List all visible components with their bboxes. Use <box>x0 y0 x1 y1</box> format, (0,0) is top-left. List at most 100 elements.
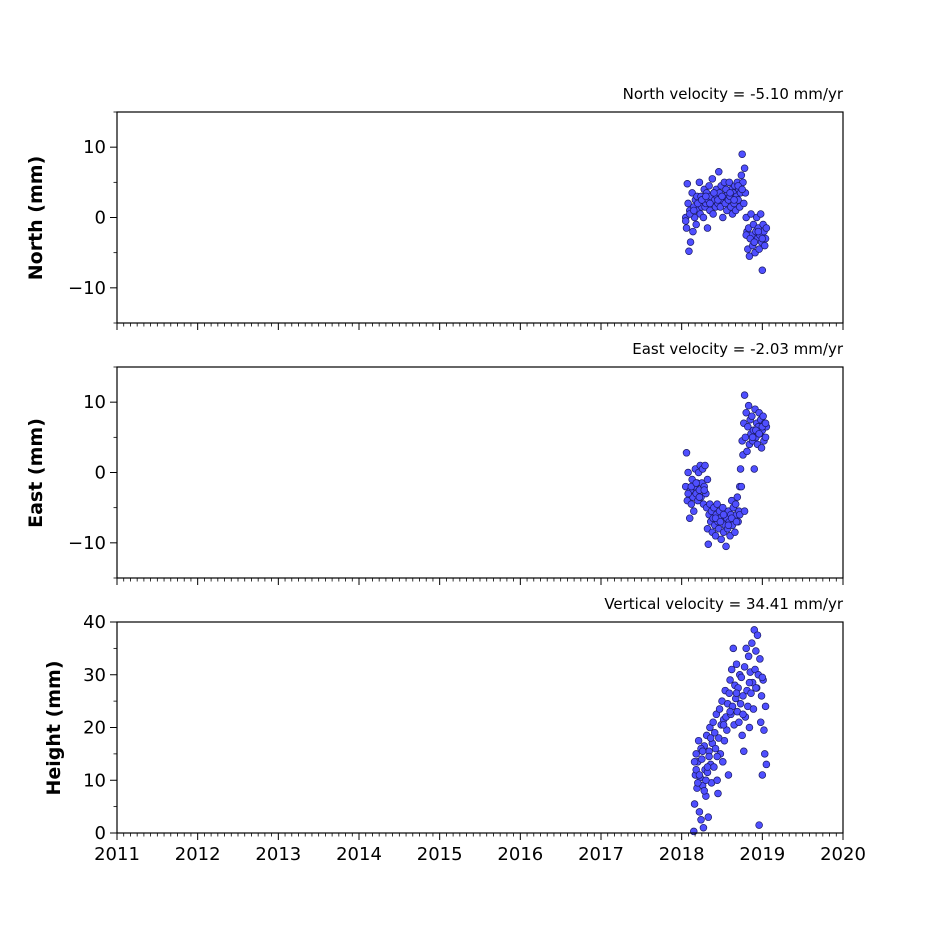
east-data-point <box>744 423 752 431</box>
height-data-point <box>747 689 755 697</box>
height-data-point <box>760 726 768 734</box>
height-data-point <box>695 808 704 816</box>
height-data-point <box>758 771 767 779</box>
height-data-point <box>719 721 728 729</box>
north-data-point <box>702 192 710 201</box>
height-data-point <box>737 673 746 682</box>
east-data-point <box>759 412 767 420</box>
east-data-point <box>731 528 739 537</box>
north-data-point <box>758 234 767 243</box>
north-data-point <box>756 210 765 218</box>
height-data-point <box>703 763 712 771</box>
east-data-point <box>755 430 763 438</box>
height-data-point <box>702 776 710 784</box>
east-data-point <box>722 542 730 551</box>
height-data-point <box>758 673 767 682</box>
height-y-axis-label: Height (mm) <box>43 660 65 795</box>
height-data-point <box>725 689 734 697</box>
height-data-point <box>710 729 719 737</box>
height-data-point <box>715 705 724 713</box>
north-data-point <box>750 238 759 246</box>
x-tick-label: 2013 <box>255 844 301 865</box>
east-data-point <box>737 482 746 491</box>
north-data-point <box>726 189 734 197</box>
east-panel: East velocity = -2.03 mm/yr East (mm) −1… <box>25 340 844 585</box>
north-y-tick-label: 0 <box>95 208 106 229</box>
height-y-tick-label: 40 <box>83 612 106 633</box>
height-data-point <box>726 676 734 684</box>
north-data-point <box>754 227 763 236</box>
north-data-point <box>762 224 771 232</box>
east-data-point <box>731 500 740 508</box>
east-data-point <box>748 433 757 442</box>
east-data-point <box>742 408 750 417</box>
east-data-point <box>741 433 750 442</box>
height-data-point <box>740 663 749 671</box>
north-data-point <box>705 182 713 190</box>
height-data-point <box>711 744 720 753</box>
height-y-tick-label: 0 <box>95 823 106 844</box>
height-data-point <box>694 736 703 745</box>
north-y-tick-label: 10 <box>83 137 106 158</box>
height-data-point <box>690 800 699 808</box>
north-data-point <box>690 206 698 215</box>
east-data-point <box>743 447 751 456</box>
height-y-tick-label: 20 <box>83 718 106 739</box>
height-data-point <box>694 779 702 787</box>
x-tick-label: 2019 <box>739 844 785 865</box>
north-data-point <box>715 168 723 176</box>
height-data-point <box>705 752 713 761</box>
east-data-point <box>704 540 713 548</box>
north-data-point <box>682 224 691 232</box>
north-data-point <box>685 247 693 256</box>
height-points <box>690 626 771 836</box>
east-data-point <box>719 510 728 519</box>
height-data-point <box>724 771 733 779</box>
east-data-point <box>717 535 725 544</box>
north-data-point <box>703 224 712 232</box>
east-data-point <box>740 391 749 399</box>
north-data-point <box>699 213 708 222</box>
north-axes-frame <box>116 111 844 324</box>
east-data-point <box>748 412 756 420</box>
east-data-point <box>744 401 753 410</box>
north-data-point <box>709 210 717 218</box>
height-data-point <box>720 736 729 745</box>
height-data-point <box>726 707 734 716</box>
height-data-point <box>753 631 762 639</box>
height-data-point <box>706 734 715 742</box>
height-data-point <box>714 789 722 798</box>
east-data-point <box>716 517 725 526</box>
height-data-point <box>739 692 747 700</box>
north-data-point <box>708 175 717 183</box>
height-data-point <box>732 660 741 668</box>
north-data-point <box>725 178 734 187</box>
east-data-point <box>692 479 700 487</box>
north-data-point <box>683 179 692 188</box>
east-data-point <box>682 449 691 457</box>
height-data-point <box>755 821 763 829</box>
north-panel: North velocity = -5.10 mm/yr North (mm) … <box>25 85 844 330</box>
height-data-point <box>698 755 706 763</box>
north-data-point <box>738 150 746 158</box>
east-data-point <box>701 461 709 470</box>
east-y-tick-label: 0 <box>95 463 106 484</box>
east-data-point <box>750 465 759 473</box>
x-tick-label: 2011 <box>94 844 140 865</box>
x-tick-label: 2020 <box>820 844 866 865</box>
east-data-point <box>700 486 708 494</box>
north-data-point <box>755 245 763 253</box>
height-data-point <box>698 747 707 755</box>
height-data-point <box>757 692 766 700</box>
height-data-point <box>690 827 698 836</box>
height-data-point <box>756 655 764 663</box>
height-data-point <box>695 771 704 779</box>
x-tick-label: 2018 <box>659 844 705 865</box>
height-data-point <box>752 647 760 655</box>
x-tick-label: 2012 <box>175 844 221 865</box>
height-data-point <box>713 776 721 784</box>
north-data-point <box>689 227 697 236</box>
east-velocity-title: East velocity = -2.03 mm/yr <box>632 340 844 358</box>
north-data-point <box>740 164 749 173</box>
east-y-axis-label: East (mm) <box>25 418 47 528</box>
